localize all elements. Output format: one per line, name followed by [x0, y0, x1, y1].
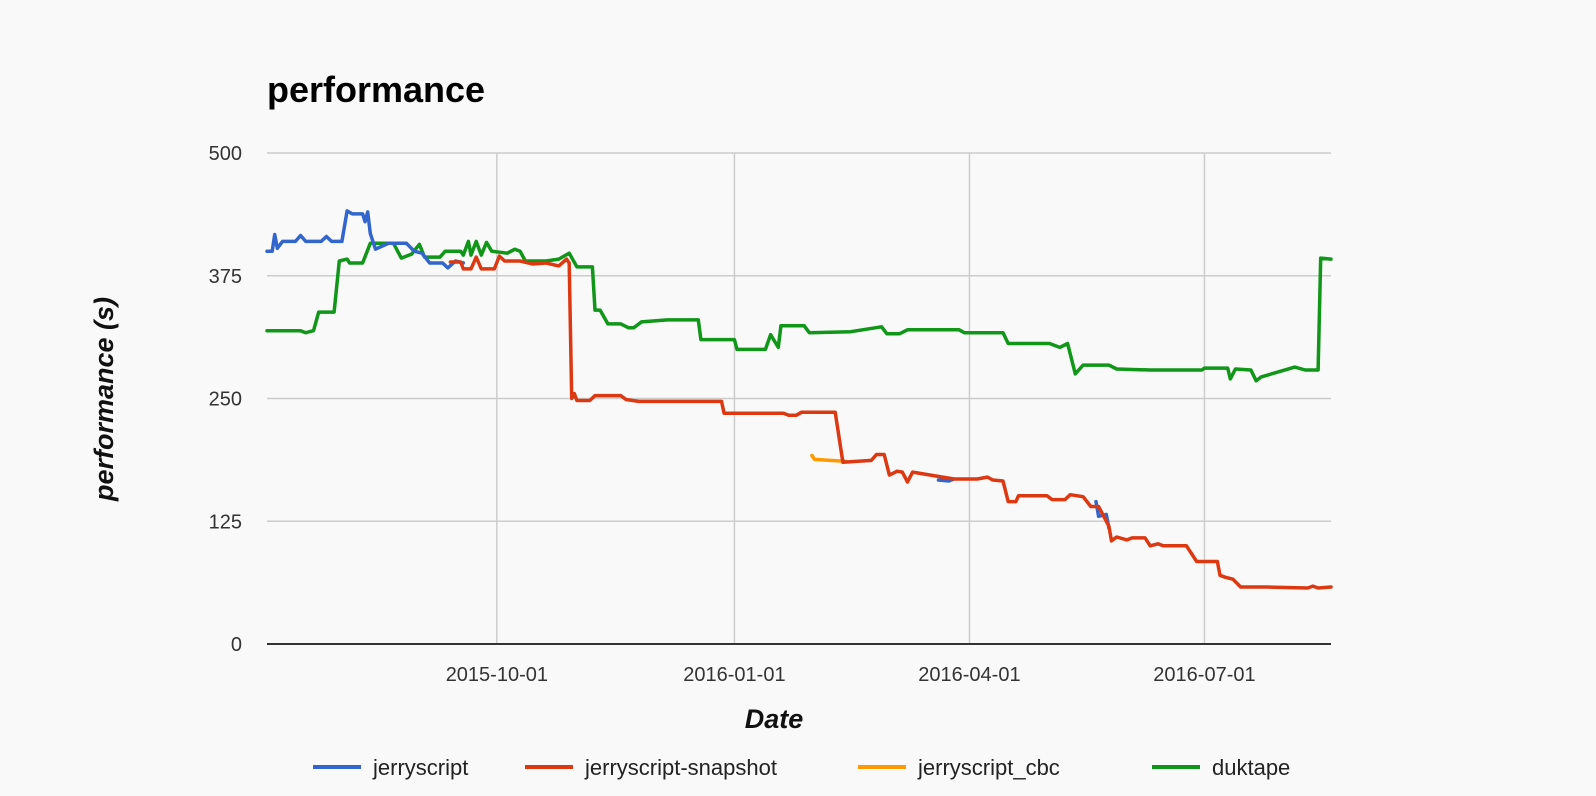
- x-axis-title: Date: [745, 704, 804, 734]
- y-tick-label: 500: [209, 143, 242, 165]
- legend-item[interactable]: duktape: [1152, 755, 1290, 780]
- y-tick-label: 375: [209, 266, 242, 288]
- series-line-jerryscript_cbc: [810, 453, 848, 464]
- x-tick-label: 2016-01-01: [683, 664, 785, 686]
- legend-label: duktape: [1212, 755, 1290, 780]
- legend-label: jerryscript: [372, 755, 468, 780]
- chart-title: performance: [267, 69, 485, 110]
- y-tick-label: 125: [209, 511, 242, 533]
- tick-labels: 0 125 250 375 500 2015-10-01 2016-01-01 2016-04…: [209, 143, 1256, 686]
- legend-item[interactable]: jerryscript_cbc: [858, 755, 1060, 780]
- x-tick-label: 2016-07-01: [1153, 664, 1255, 686]
- x-tick-label: 2016-04-01: [918, 664, 1020, 686]
- legend-item[interactable]: jerryscript: [313, 755, 468, 780]
- y-tick-label: 250: [209, 389, 242, 411]
- legend-label: jerryscript-snapshot: [584, 755, 777, 780]
- legend: jerryscript jerryscript-snapshot jerryscri…: [313, 755, 1290, 780]
- x-tick-label: 2015-10-01: [446, 664, 548, 686]
- series-line-duktape: [265, 239, 1333, 383]
- legend-label: jerryscript_cbc: [917, 755, 1060, 780]
- series-layer: [265, 209, 1333, 590]
- y-tick-label: 0: [231, 634, 242, 656]
- y-axis-title: performance (s): [89, 297, 119, 502]
- series-line-jerryscript: [265, 209, 466, 270]
- series-line-jerryscript-snapshot: [448, 254, 1333, 590]
- legend-item[interactable]: jerryscript-snapshot: [525, 755, 777, 780]
- grid-layer: [267, 152, 1331, 645]
